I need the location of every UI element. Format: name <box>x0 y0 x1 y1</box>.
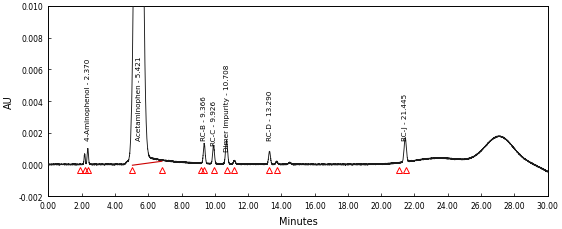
X-axis label: Minutes: Minutes <box>279 215 318 226</box>
Text: Acetaminophen - 5.421: Acetaminophen - 5.421 <box>135 56 142 140</box>
Text: 4-Aminophenol - 2.370: 4-Aminophenol - 2.370 <box>85 58 91 140</box>
Text: RC-D - 13.290: RC-D - 13.290 <box>266 90 273 140</box>
Text: RC-B - 9.366: RC-B - 9.366 <box>201 95 207 140</box>
Text: Dimer Impurity - 10.708: Dimer Impurity - 10.708 <box>224 64 229 151</box>
Text: RC-J - 21.445: RC-J - 21.445 <box>402 93 408 140</box>
Y-axis label: AU: AU <box>3 95 13 109</box>
Text: RC-C - 9.926: RC-C - 9.926 <box>211 101 216 146</box>
